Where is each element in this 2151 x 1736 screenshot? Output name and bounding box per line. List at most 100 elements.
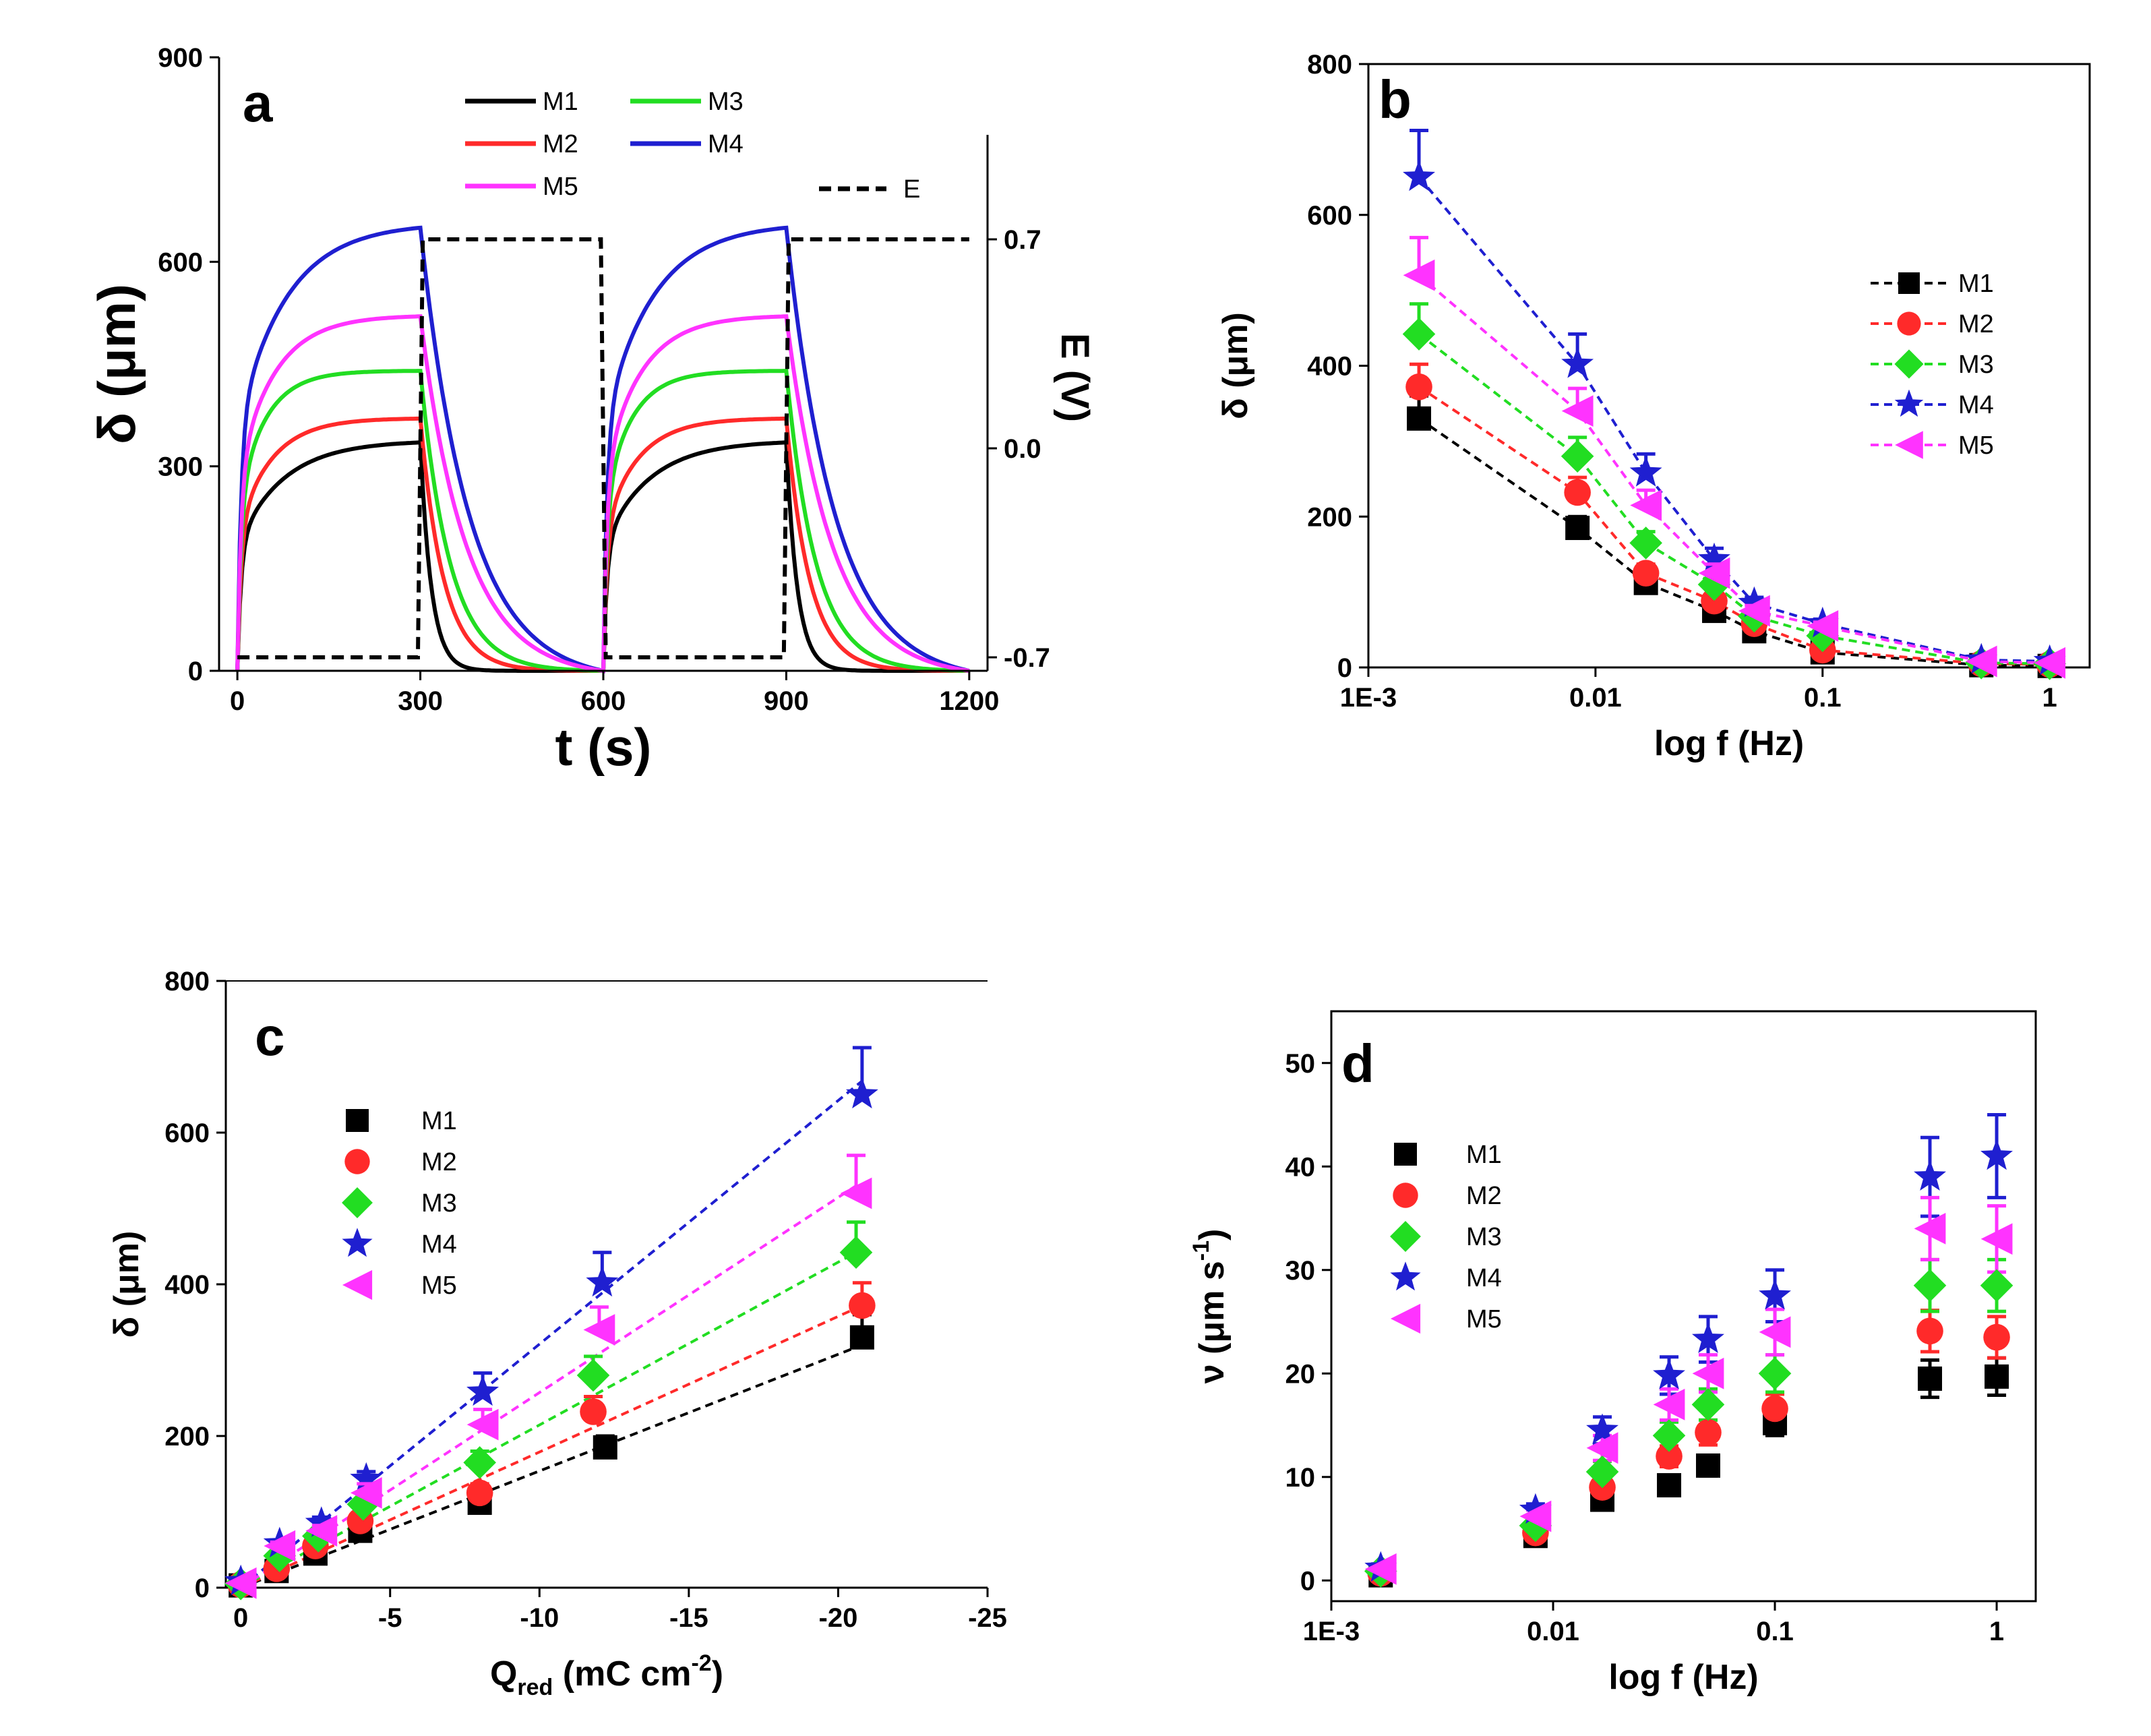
legend-marker-M5 — [1390, 1303, 1421, 1334]
legend-marker-M2 — [1393, 1183, 1418, 1208]
plot-frame — [1330, 1010, 2037, 1603]
panel-d: 0 10 20 30 40 50 1E-3 0.01 0.1 1 log f (Hz) ν (μm s… — [1188, 1010, 2037, 1697]
legend-marker-M1 — [346, 1109, 369, 1132]
series-line-E — [237, 237, 969, 659]
data-point-M2 — [1983, 1323, 2010, 1351]
data-point-M5 — [1403, 259, 1435, 291]
y-tick-label: 40 — [1285, 1152, 1316, 1182]
data-point-M5 — [1692, 1357, 1724, 1389]
legend-label-M2: M2 — [543, 130, 578, 158]
y-tick-label: 10 — [1285, 1463, 1316, 1493]
data-point-M5 — [1807, 610, 1839, 642]
data-point-M4 — [1759, 1278, 1791, 1310]
legend-label-M3: M3 — [708, 88, 744, 116]
data-point-M3 — [1652, 1419, 1686, 1452]
panel-c: 0 200 400 600 800 0 -5 -10 -15 -20 -25 Qred (mC cm-… — [107, 967, 1007, 1700]
legend-label-M5: M5 — [1958, 431, 1994, 460]
y-tick-label: 400 — [164, 1270, 210, 1300]
fit-line-M3 — [240, 1251, 857, 1589]
y-tick-label: 600 — [1307, 201, 1352, 231]
x-tick-label: -10 — [520, 1603, 559, 1633]
y2-tick-label: 0.0 — [1004, 434, 1041, 464]
x-tick-label: -15 — [669, 1603, 708, 1633]
data-point-M4 — [1629, 456, 1662, 487]
series-line-M2 — [1418, 386, 2050, 666]
data-point-M4 — [1653, 1358, 1685, 1389]
data-point-M3 — [576, 1358, 610, 1392]
data-point-M3 — [463, 1446, 496, 1479]
panel-a: 0 300 600 900 0 300 600 900 1200-0.7 0.0 0.7 t (s) δ… — [87, 43, 1097, 777]
data-point-M4 — [1698, 542, 1730, 574]
legend-marker-M4 — [342, 1228, 373, 1257]
y-tick-label: 0 — [195, 1574, 210, 1603]
legend-marker-M5 — [342, 1269, 373, 1300]
data-point-M3 — [1561, 440, 1594, 473]
y-axis-title-end: ) — [1192, 1229, 1232, 1240]
y-axis-title: δ (μm) — [87, 284, 146, 444]
data-point-M5 — [1653, 1388, 1685, 1420]
data-point-M1 — [1657, 1473, 1682, 1498]
x-tick-label: 300 — [398, 686, 443, 716]
data-point-M5 — [466, 1408, 499, 1441]
legend-marker-M2 — [1897, 311, 1921, 336]
data-point-M4 — [305, 1506, 338, 1537]
data-point-M4 — [1561, 347, 1594, 378]
legend-marker-M4 — [1390, 1261, 1421, 1291]
legend-label-M4: M4 — [1466, 1264, 1502, 1292]
y-tick-label: 300 — [158, 452, 203, 482]
legend: M1 M2 M3 M4 M5 — [1390, 1141, 1502, 1334]
x-axis-title-sup: -2 — [691, 1650, 711, 1676]
data-point-M5 — [350, 1476, 382, 1509]
y-tick-label: 50 — [1285, 1049, 1316, 1079]
legend-label-M2: M2 — [421, 1148, 457, 1176]
x-axis-title-end: ) — [712, 1654, 723, 1694]
legend-marker-M2 — [344, 1149, 370, 1174]
y2-tick-label: 0.7 — [1004, 225, 1041, 255]
data-point-M4 — [1586, 1413, 1618, 1445]
data-point-M5 — [1586, 1432, 1618, 1464]
data-point-M3 — [1585, 1455, 1619, 1489]
data-point-M5 — [1630, 489, 1662, 521]
data-point-M1 — [1407, 406, 1432, 431]
x-tick-label: -5 — [378, 1603, 402, 1633]
legend-marker-M5 — [1895, 431, 1923, 459]
data-point-M1 — [849, 1325, 874, 1350]
series-line-M1 — [1418, 417, 2050, 667]
data-point-M2 — [1564, 479, 1591, 506]
legend-label-M5: M5 — [1466, 1305, 1502, 1334]
y2-axis-title: E (V) — [1053, 333, 1097, 422]
y-tick-label: 0 — [1300, 1566, 1315, 1596]
legend-label-M3: M3 — [421, 1189, 457, 1218]
panel-letter: a — [243, 73, 273, 133]
data-point-M4 — [845, 1077, 878, 1109]
panel-b: 0 200 400 600 800 1E-3 0.01 0.1 1 log f (Hz) δ (μm… — [1216, 50, 2091, 763]
x-tick-label: 1200 — [939, 686, 999, 716]
x-axis-title-main: Q — [490, 1654, 517, 1694]
data-point-M4 — [1692, 1322, 1724, 1353]
data-point-M1 — [593, 1435, 617, 1460]
y-tick-label: 800 — [1307, 50, 1352, 80]
data-point-M3 — [1913, 1269, 1947, 1303]
y2-tick-label: -0.7 — [1004, 643, 1050, 673]
data-point-M5 — [2034, 647, 2066, 679]
x-tick-label: 600 — [581, 686, 626, 716]
data-point-M1 — [1695, 1453, 1720, 1478]
x-tick-label: 0 — [233, 1603, 248, 1633]
x-axis-title-sub: red — [517, 1675, 553, 1700]
data-point-M5 — [840, 1177, 872, 1209]
legend: M1 M2 M3 M4 M5 — [342, 1107, 457, 1300]
legend-marker-M1 — [1394, 1143, 1417, 1166]
data-point-M4 — [1403, 160, 1435, 191]
data-point-M3 — [1519, 1509, 1552, 1543]
data-point-M5 — [224, 1567, 257, 1599]
data-point-M2 — [1632, 560, 1660, 587]
data-point-M4 — [586, 1265, 619, 1297]
x-axis-title-tail: (mC cm — [553, 1654, 691, 1694]
legend-label-M4: M4 — [708, 130, 744, 158]
data-point-M5 — [1519, 1500, 1552, 1532]
y-tick-label: 200 — [164, 1422, 210, 1451]
x-tick-label: 1E-3 — [1303, 1617, 1360, 1646]
legend-label-M4: M4 — [1958, 391, 1994, 419]
legend-marker-M1 — [1898, 272, 1920, 294]
